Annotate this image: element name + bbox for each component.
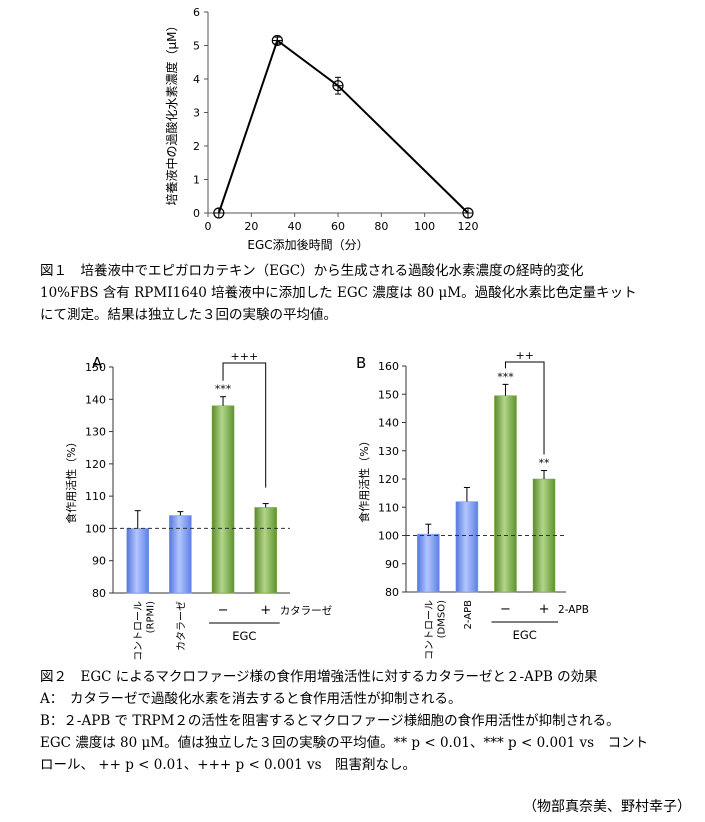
x-tick-label: 40 <box>288 220 302 233</box>
figure1-caption-line2: 10%FBS 含有 RPMI1640 培養液中に添加した EGC 濃度は 80 … <box>40 285 637 301</box>
panel-a-y-tick-label: 100 <box>85 522 106 535</box>
panel-b-y-axis-title: 食作用活性（%） <box>357 435 371 522</box>
author-credit: （物部真奈美、野村幸子） <box>523 799 691 815</box>
figure2-caption-line4: ロール、 ++ p < 0.01、+++ p < 0.001 vs 阻害剤なし。 <box>40 757 417 773</box>
panel-b-category-label: 2-APB <box>463 600 474 630</box>
panel-a-significance-bracket <box>222 362 267 488</box>
panel-b-bar <box>417 533 440 593</box>
panel-a-category-label: カタラーゼ <box>175 601 187 651</box>
figure2-caption-title: 図２ EGC によるマクロファージ様の食作用増強活性に対するカタラーゼと２-AP… <box>40 669 598 685</box>
figure2-caption-a: A： カタラーゼで過酸化水素を消去すると食作用活性が抑制される。 <box>40 691 462 707</box>
panel-b-category-label: コントロール <box>424 600 435 660</box>
y-axis-title: 培養液中の過酸化水素濃度（μM） <box>164 20 179 206</box>
panel-b-y-tick-label: 90 <box>385 558 399 571</box>
panel-a-y-tick-label: 150 <box>85 361 106 374</box>
panel-b-label: B <box>356 354 366 372</box>
y-tick-label: 5 <box>193 40 200 53</box>
figure2-caption-b: B：２-APB で TRPM２の活性を阻害するとマクロファージ様細胞の食作用活性… <box>40 713 620 729</box>
panel-b-y-tick-label: 80 <box>385 586 399 599</box>
y-tick-label: 3 <box>193 107 200 120</box>
panel-b-y-tick-label: 100 <box>378 530 399 543</box>
panel-b-significance-bracket <box>504 361 545 455</box>
y-tick-label: 2 <box>193 140 200 153</box>
panel-b-y-tick-label: 110 <box>378 501 399 514</box>
panel-a-y-tick-label: 90 <box>92 555 106 568</box>
panel-a-group-label: EGC <box>232 629 256 643</box>
panel-a-y-tick-label: 110 <box>85 490 106 503</box>
panel-b-y-tick-label: 130 <box>378 445 399 458</box>
panel-b-bracket-label: ++ <box>516 349 534 362</box>
panel-a-bar <box>169 515 192 594</box>
figure1-caption-title: 図１ 培養液中でエピガロカテキン（EGC）から生成される過酸化水素濃度の経時的変… <box>40 263 584 279</box>
panel-a-label: A <box>92 354 103 372</box>
panel-b-bar <box>455 501 479 593</box>
figure1-caption: 図１ 培養液中でエピガロカテキン（EGC）から生成される過酸化水素濃度の経時的変… <box>40 260 690 326</box>
y-tick-label: 0 <box>193 207 200 220</box>
panel-b-row-label: 2-APB <box>558 604 589 616</box>
panel-a-category-label: − <box>218 603 229 618</box>
panel-a-category-label: (RPMI) <box>146 601 157 633</box>
panel-a-category-label: コントロール <box>134 601 145 660</box>
y-tick-label: 4 <box>193 73 200 86</box>
panel-a-y-tick-label: 140 <box>85 393 106 406</box>
panel-a-bar <box>254 507 277 594</box>
panel-a-bar <box>211 405 235 594</box>
panel-b-sig-label: *** <box>497 370 514 383</box>
panel-a-y-axis-title: 食作用活性（%） <box>64 436 78 523</box>
panel-b-category-label: (DMSO) <box>436 600 447 638</box>
panel-a-bar <box>126 528 149 594</box>
panel-a-y-tick-label: 120 <box>85 458 106 471</box>
panel-b-bar <box>532 478 556 593</box>
y-tick-label: 1 <box>193 174 200 187</box>
panel-b-y-tick-label: 150 <box>378 388 399 401</box>
panel-a-category-label: + <box>260 603 271 618</box>
figure2-bar-charts: A B 8090100110120130140150食作用活性（%）***+++… <box>64 349 589 660</box>
figure1-caption-line3: にて測定。結果は独立した３回の実験の平均値。 <box>40 307 337 323</box>
panel-b-y-tick-label: 160 <box>378 360 399 373</box>
panel-b-y-tick-label: 140 <box>378 417 399 430</box>
x-tick-label: 120 <box>458 220 479 233</box>
panel-b-bar <box>494 395 517 593</box>
series-line <box>217 38 469 214</box>
x-tick-label: 100 <box>414 220 435 233</box>
x-tick-label: 60 <box>331 220 345 233</box>
panel-b-sig-label: ** <box>539 457 551 470</box>
panel-a-row-label: カタラーゼ <box>280 605 333 617</box>
x-axis-title: EGC添加後時間（分） <box>247 238 368 252</box>
panel-b-y-tick-label: 120 <box>378 473 399 486</box>
x-tick-label: 80 <box>374 220 388 233</box>
figure2-caption-line3: EGC 濃度は 80 μM。値は独立した３回の実験の平均値。** p < 0.0… <box>40 735 649 751</box>
x-tick-label: 20 <box>244 220 258 233</box>
panel-a-sig-label: *** <box>215 383 232 396</box>
y-tick-label: 6 <box>193 6 200 19</box>
figure2-caption: 図２ EGC によるマクロファージ様の食作用増強活性に対するカタラーゼと２-AP… <box>40 666 690 776</box>
x-tick-label: 0 <box>205 220 212 233</box>
panel-a-y-tick-label: 80 <box>92 587 106 600</box>
panel-a-y-tick-label: 130 <box>85 426 106 439</box>
panel-b-category-label: − <box>500 602 511 617</box>
panel-b-group-label: EGC <box>513 628 537 642</box>
panel-a-bracket-label: +++ <box>231 350 259 363</box>
panel-b-category-label: + <box>539 602 550 617</box>
